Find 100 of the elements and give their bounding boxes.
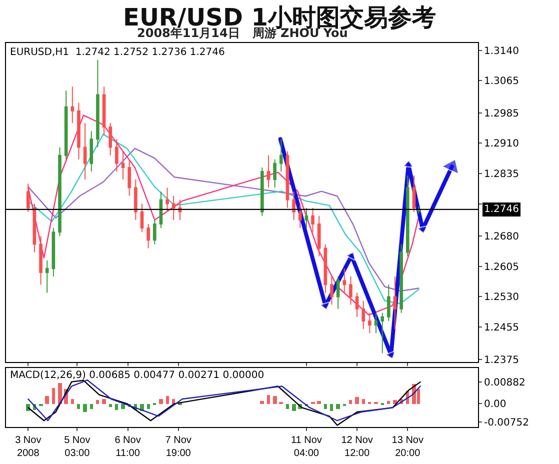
candlestick [134,179,138,220]
candlestick [387,284,390,322]
candlestick [362,300,366,330]
bar [45,396,49,404]
candlestick [96,59,100,148]
bar [83,404,87,412]
candlestick [128,158,131,196]
candlestick [368,312,372,334]
bar [336,404,340,410]
bar [102,399,106,404]
bar [109,404,112,408]
candlestick [273,158,276,188]
candlestick [406,175,410,257]
line-series [28,114,421,316]
candlestick [400,244,403,314]
line-series [28,148,420,292]
x-tick-label: 11 Nov 04:00 [290,435,322,459]
bar [77,404,80,410]
line-series [28,134,420,304]
candlestick [64,90,68,160]
y-tick-label: 1.3065 [484,76,519,88]
x-tick-label: 12 Nov 12:00 [341,435,373,459]
point [416,225,428,234]
candlestick [102,86,106,136]
candlestick [304,207,308,229]
point [384,350,396,360]
y-tick-label: -0.00752 [484,418,529,429]
bar [286,404,289,410]
candlestick [52,228,56,278]
candlestick [330,276,334,306]
candlestick [349,276,352,306]
bar [355,397,359,404]
candlestick [380,312,384,354]
bar [317,401,321,404]
bar [292,404,296,412]
candlestick [108,122,112,156]
candlestick [292,191,296,220]
candlestick [159,191,163,229]
x-tick-label: 13 Nov 20:00 [392,435,424,459]
y-tick-label: 0.00882 [484,378,526,389]
bar [349,400,352,404]
candlestick [336,276,340,310]
candlestick [298,203,302,229]
bar [260,401,264,404]
candlestick [260,166,264,216]
point [402,160,414,168]
bar [159,399,163,404]
annotation: MACD(12,26,9) 0.00685 0.00477 0.00271 0.00000 [10,370,264,381]
candlestick [121,150,125,180]
bar [324,404,327,410]
y-tick-label: 1.2985 [484,108,519,120]
bar [172,399,175,404]
candlestick [374,312,378,334]
candlestick [45,260,49,294]
candlestick [26,183,30,212]
y-tick-label: 1.2530 [484,292,519,304]
candlestick [311,207,314,233]
y-tick-label: 1.2680 [484,232,519,243]
candlestick [286,150,290,208]
candlestick [342,268,346,294]
candlestick [317,215,321,257]
y-tick-label: 1.2375 [484,354,519,366]
candlestick [90,130,94,172]
candlestick [355,292,359,318]
y-tick-label: 0.00 [484,399,506,410]
x-tick-label: 5 Nov 03:00 [64,435,90,459]
bar [273,396,277,404]
candlestick [32,203,36,253]
candlestick [58,146,62,237]
bar [387,401,390,404]
candlestick [324,244,328,294]
candlestick [140,203,144,233]
x-tick-label: 6 Nov 11:00 [114,435,141,459]
y-tick-label: 1.2605 [484,262,519,273]
candlestick [83,122,87,180]
candlestick [77,102,80,160]
x-tick-label: 7 Nov 19:00 [165,435,192,459]
candlestick [172,195,176,220]
y-tick-label: 1.3140 [484,46,519,57]
y-tick-label: 1.2835 [484,169,519,180]
bar [330,404,333,412]
ref-line-label: 1.2746 [484,204,519,215]
bar [121,404,125,410]
x-tick-label: 3 Nov 2008 [15,435,42,459]
candlestick [146,224,150,249]
bar [362,399,365,404]
candlestick [166,187,169,212]
bar [96,400,99,404]
bar [90,404,93,410]
bar [58,383,62,404]
candlestick [39,236,42,286]
bar [52,388,55,404]
candlestick [178,199,182,220]
candlestick [393,276,397,330]
bar [71,399,74,404]
candlestick [412,175,416,212]
y-tick-label: 1.2910 [484,138,519,150]
candlestick [115,138,118,172]
annotation: EURUSD,H1 1.2742 1.2752 1.2736 1.2746 [10,47,225,58]
bar [166,396,169,404]
